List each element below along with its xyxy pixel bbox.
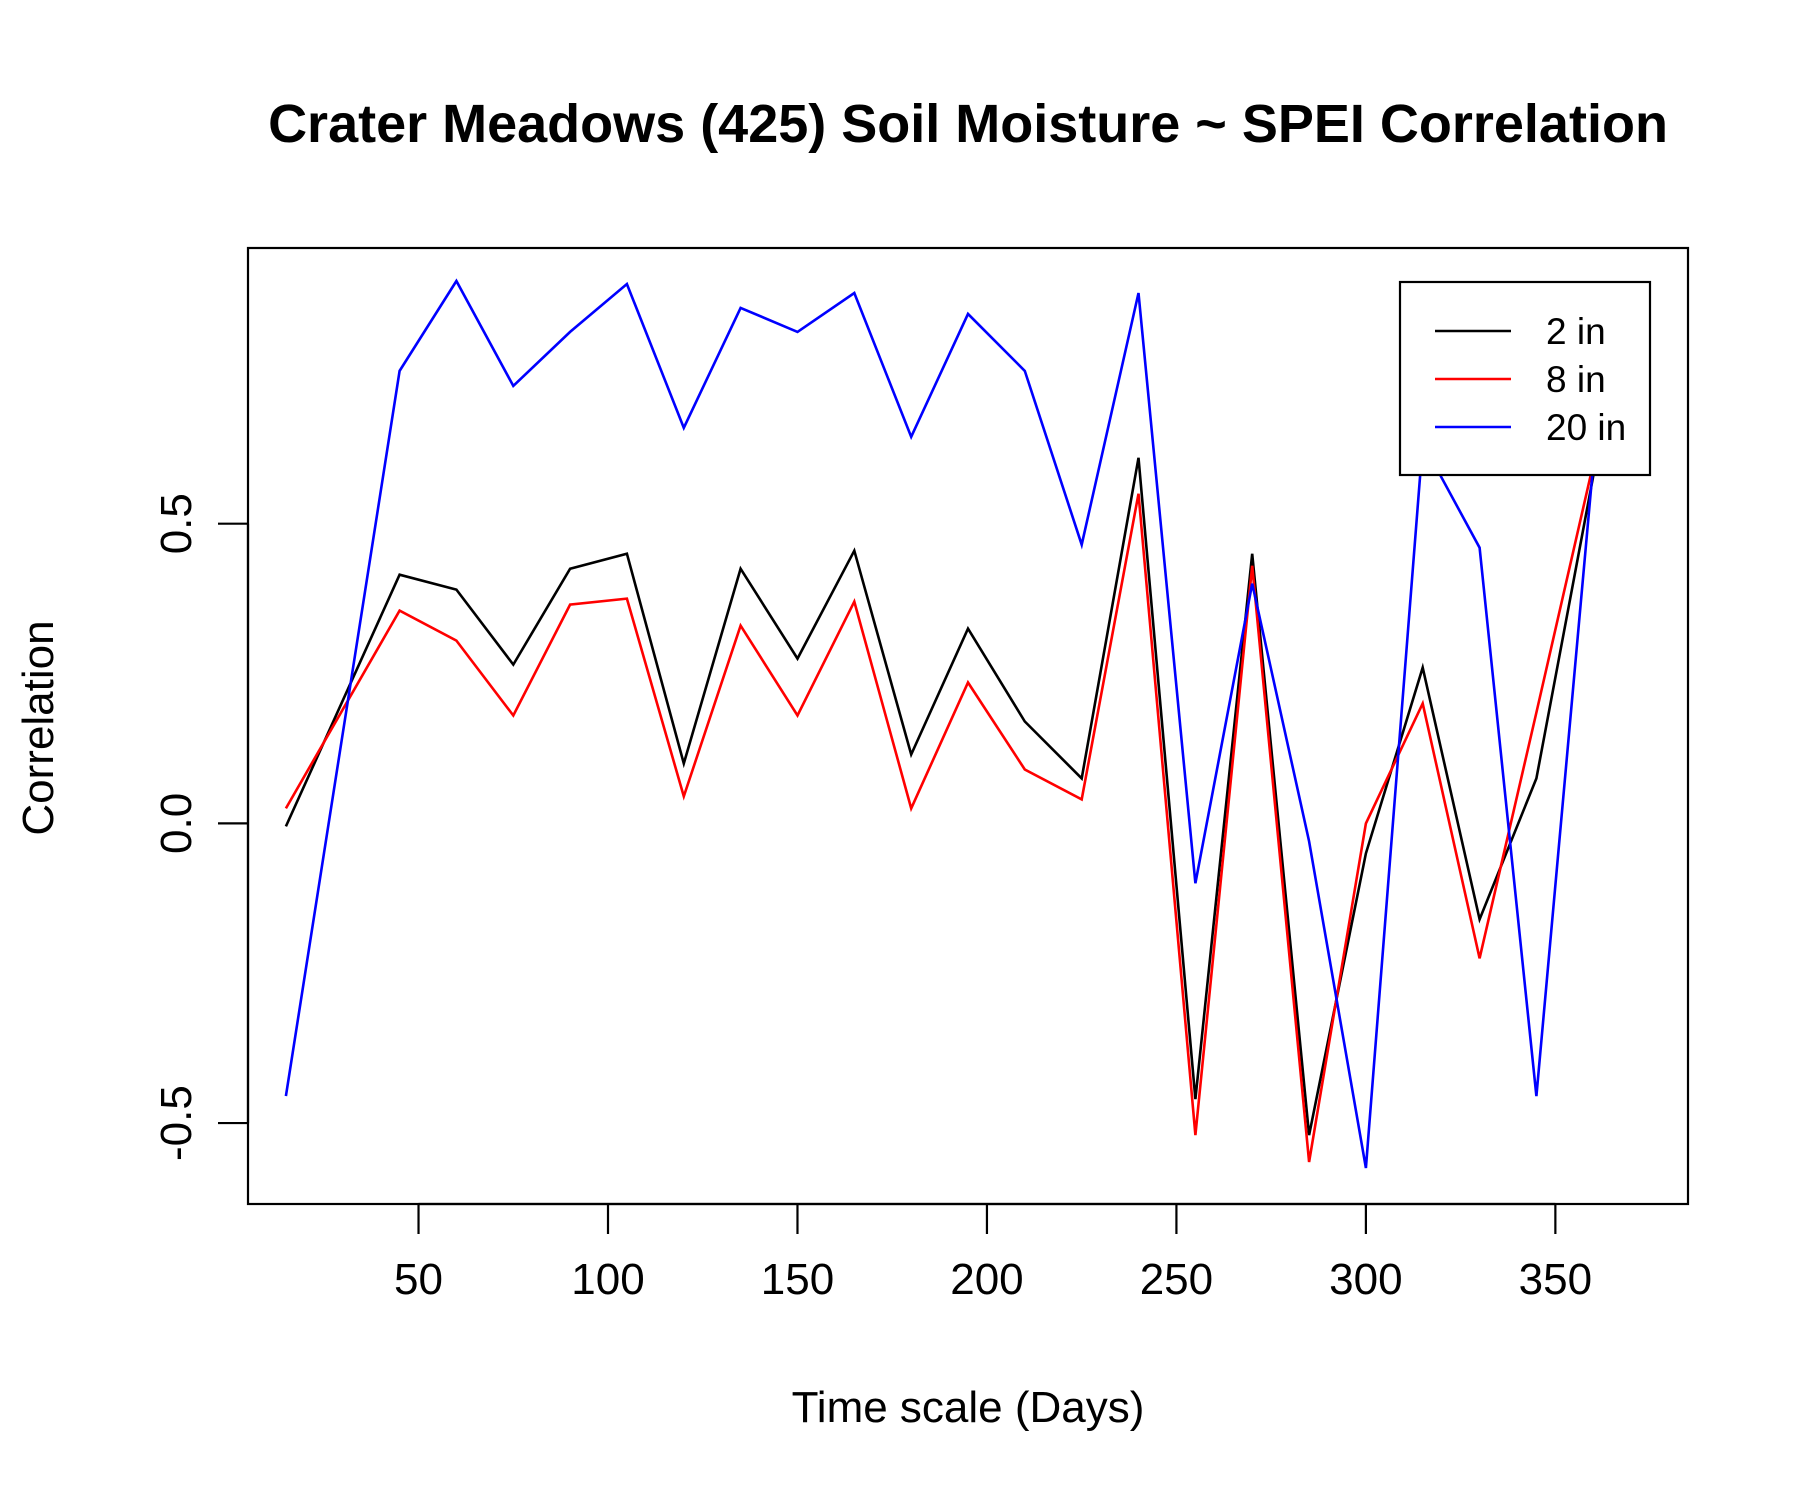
y-tick-label: 0.5 <box>152 493 201 554</box>
y-tick-label: 0.0 <box>152 793 201 854</box>
y-axis: -0.5 0.0 0.5 <box>152 493 250 1161</box>
x-tick-label: 250 <box>1140 1255 1213 1304</box>
x-tick-label: 50 <box>394 1255 443 1304</box>
series-line-2-in <box>284 457 1595 1136</box>
legend-label-20-in: 20 in <box>1546 407 1626 448</box>
legend: 2 in 8 in 20 in <box>1398 280 1652 477</box>
legend-label-2-in: 2 in <box>1546 311 1606 352</box>
plot-frame <box>246 246 1690 1206</box>
x-axis-label: Time scale (Days) <box>792 1383 1145 1432</box>
x-tick-label: 200 <box>950 1255 1023 1304</box>
series-line-8-in <box>284 463 1595 1163</box>
series-line-20-in <box>284 278 1595 1169</box>
x-tick-label: 350 <box>1519 1255 1592 1304</box>
legend-label-8-in: 8 in <box>1546 359 1606 400</box>
x-tick-label: 300 <box>1329 1255 1402 1304</box>
y-tick-label: -0.5 <box>152 1085 201 1161</box>
chart-title: Crater Meadows (425) Soil Moisture ~ SPE… <box>268 94 1668 154</box>
x-tick-label: 150 <box>761 1255 834 1304</box>
x-axis: 50 100 150 200 250 300 350 <box>394 1202 1592 1304</box>
series-layer <box>284 278 1595 1169</box>
x-tick-label: 100 <box>571 1255 644 1304</box>
y-axis-label: Correlation <box>14 620 63 835</box>
